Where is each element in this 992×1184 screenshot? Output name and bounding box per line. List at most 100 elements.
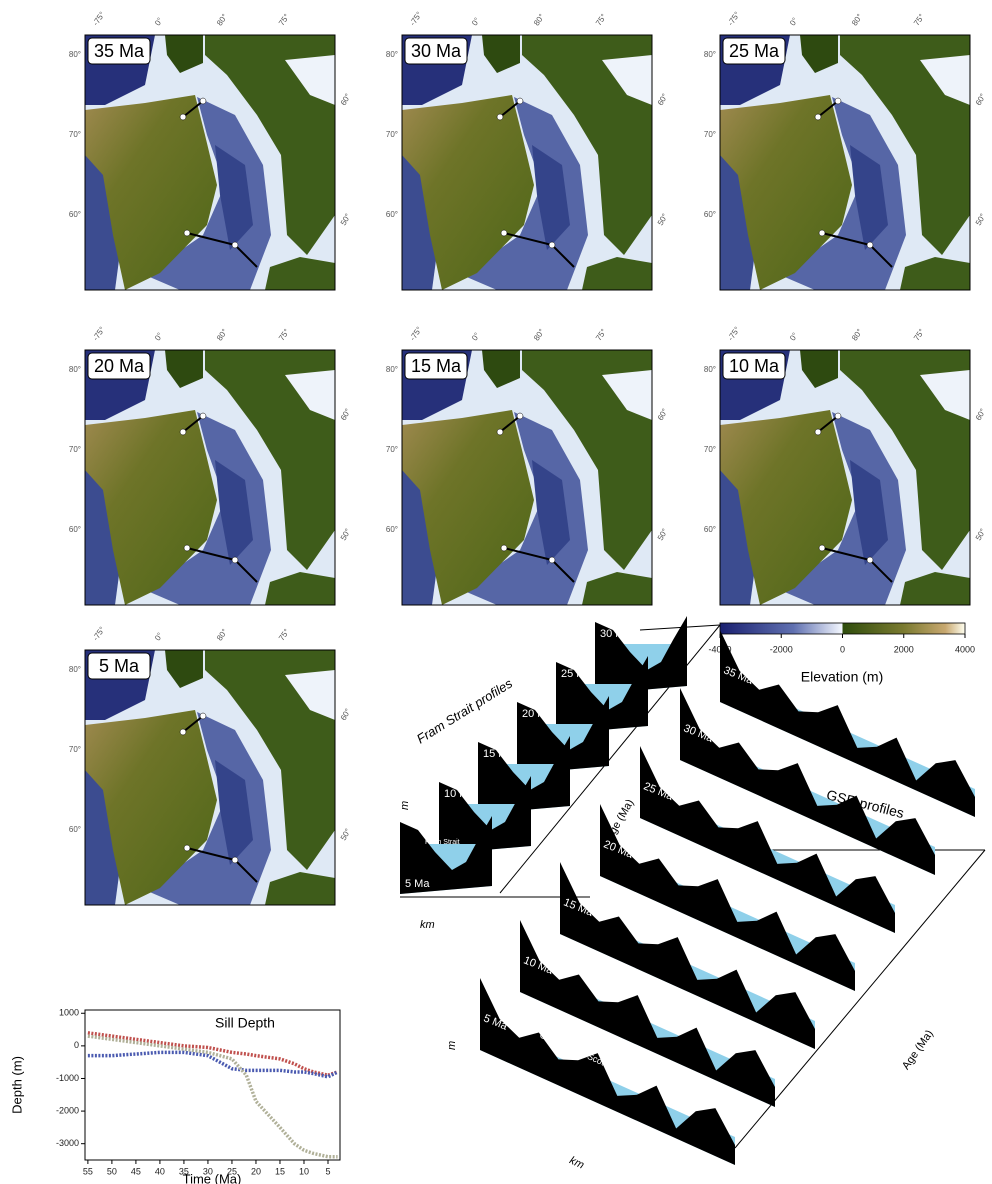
coord-label: 80° [215,327,229,342]
coord-label: 60° [69,525,81,534]
section-end [179,728,187,736]
coord-label: 70° [386,445,398,454]
coord-label: 60° [69,825,81,834]
map-frame [719,349,971,606]
map-deep-ocean [850,460,888,565]
colorbar-label: Elevation (m) [801,669,883,685]
coord-label: 50° [339,212,353,227]
fram-x-label: km [420,919,435,931]
profile-bathymetry [520,920,775,1107]
coord-label: 60° [656,407,670,422]
colorbar-tick-label: 0 [840,644,845,654]
maps: 35 Ma -75° 0° 80° 75° 80° 70° 60° 60° 50° 30 Ma -75… [69,10,988,906]
profile-bathymetry [680,688,935,875]
map-land [582,572,652,605]
map: 30 Ma -75° 0° 80° 75° 80° 70° 60° 60° 50° [386,10,670,291]
coord-label: 75° [912,12,926,27]
map-land [85,95,217,290]
x-tick-label: 35 [179,1166,189,1176]
coord-label: -75° [91,625,107,642]
map-deep-ocean [462,412,588,605]
section-end [199,712,207,720]
map: 25 Ma -75° 0° 80° 75° 80° 70° 60° 60° 50° [704,10,988,291]
profile-label: 5 Ma [405,878,430,890]
map-label: 10 Ma [729,356,780,376]
coord-label: 60° [704,210,716,219]
fram-panel: 5 Ma [400,816,492,894]
map-land [522,35,652,255]
colorbar-gradient [719,622,966,635]
coord-label: -75° [91,10,107,27]
axis-line [734,849,986,1149]
fram-section [499,415,521,433]
fram-section [182,715,204,733]
map-land [522,350,652,570]
profile-label: 25 Ma [561,668,592,680]
x-tick-label: 45 [131,1166,141,1176]
coord-label: 70° [69,445,81,454]
y-axis-label: Depth (m) [9,1056,24,1114]
map-deep-ocean [145,712,271,905]
profile-bathymetry [517,696,609,774]
map-ice [602,370,652,420]
map: 5 Ma -75° 0° 80° 75° 80° 70° 60° 60° 50° [69,625,353,906]
profile-bathymetry [640,746,895,933]
map-land [165,650,203,688]
coord-label: 80° [850,12,864,27]
map-label: 25 Ma [729,41,780,61]
map-land [205,350,335,570]
x-axis-label: Time (Ma) [183,1171,242,1184]
gsr-x-label: km [568,1154,586,1171]
map-land [205,650,335,870]
map-deep-ocean [145,412,271,605]
fram-section [499,100,521,118]
map-land [85,710,217,905]
y-tick-label: 1000 [59,1008,79,1018]
x-tick-label: 15 [275,1166,285,1176]
map-land [800,350,838,388]
x-tick-label: 25 [227,1166,237,1176]
coord-label: 80° [386,50,398,59]
coord-label: 75° [277,327,291,342]
coord-label: 75° [277,627,291,642]
sill-depth-chart: Sill Depth Time (Ma) Depth (m) 1000 0 -100… [9,1008,341,1184]
section-end [496,428,504,436]
coord-label: 50° [339,527,353,542]
series-line [87,1031,339,1078]
map-land [840,35,970,255]
fram-section [817,415,839,433]
section-end [814,428,822,436]
map-land [165,350,203,388]
section-end [548,556,556,564]
map-label-box [722,352,786,380]
coord-label: 80° [532,12,546,27]
coord-label: 0° [470,331,482,342]
series-line [87,1050,339,1079]
map-ice [602,55,652,105]
map-land [265,872,335,905]
section-end [516,412,524,420]
coord-label: 0° [470,16,482,27]
map-frame [84,649,336,906]
map-label: 5 Ma [99,656,140,676]
coord-label: 80° [69,50,81,59]
section-end [866,241,874,249]
section-end [500,544,508,552]
map: 20 Ma -75° 0° 80° 75° 80° 70° 60° 60° 50° [69,325,353,606]
section-end [834,97,842,105]
map-land [900,257,970,290]
coord-label: 80° [69,665,81,674]
section-end [814,113,822,121]
map-deep-ocean [850,145,888,250]
section-end [866,556,874,564]
section-end [818,544,826,552]
coord-label: 50° [656,212,670,227]
map-label: 35 Ma [94,41,145,61]
coord-label: 70° [704,130,716,139]
profile-bathymetry [720,630,975,817]
map: 10 Ma -75° 0° 80° 75° 80° 70° 60° 60° 50° [704,325,988,606]
section-end [548,241,556,249]
map-land [720,95,852,290]
section-end [231,241,239,249]
coord-label: 60° [339,407,353,422]
